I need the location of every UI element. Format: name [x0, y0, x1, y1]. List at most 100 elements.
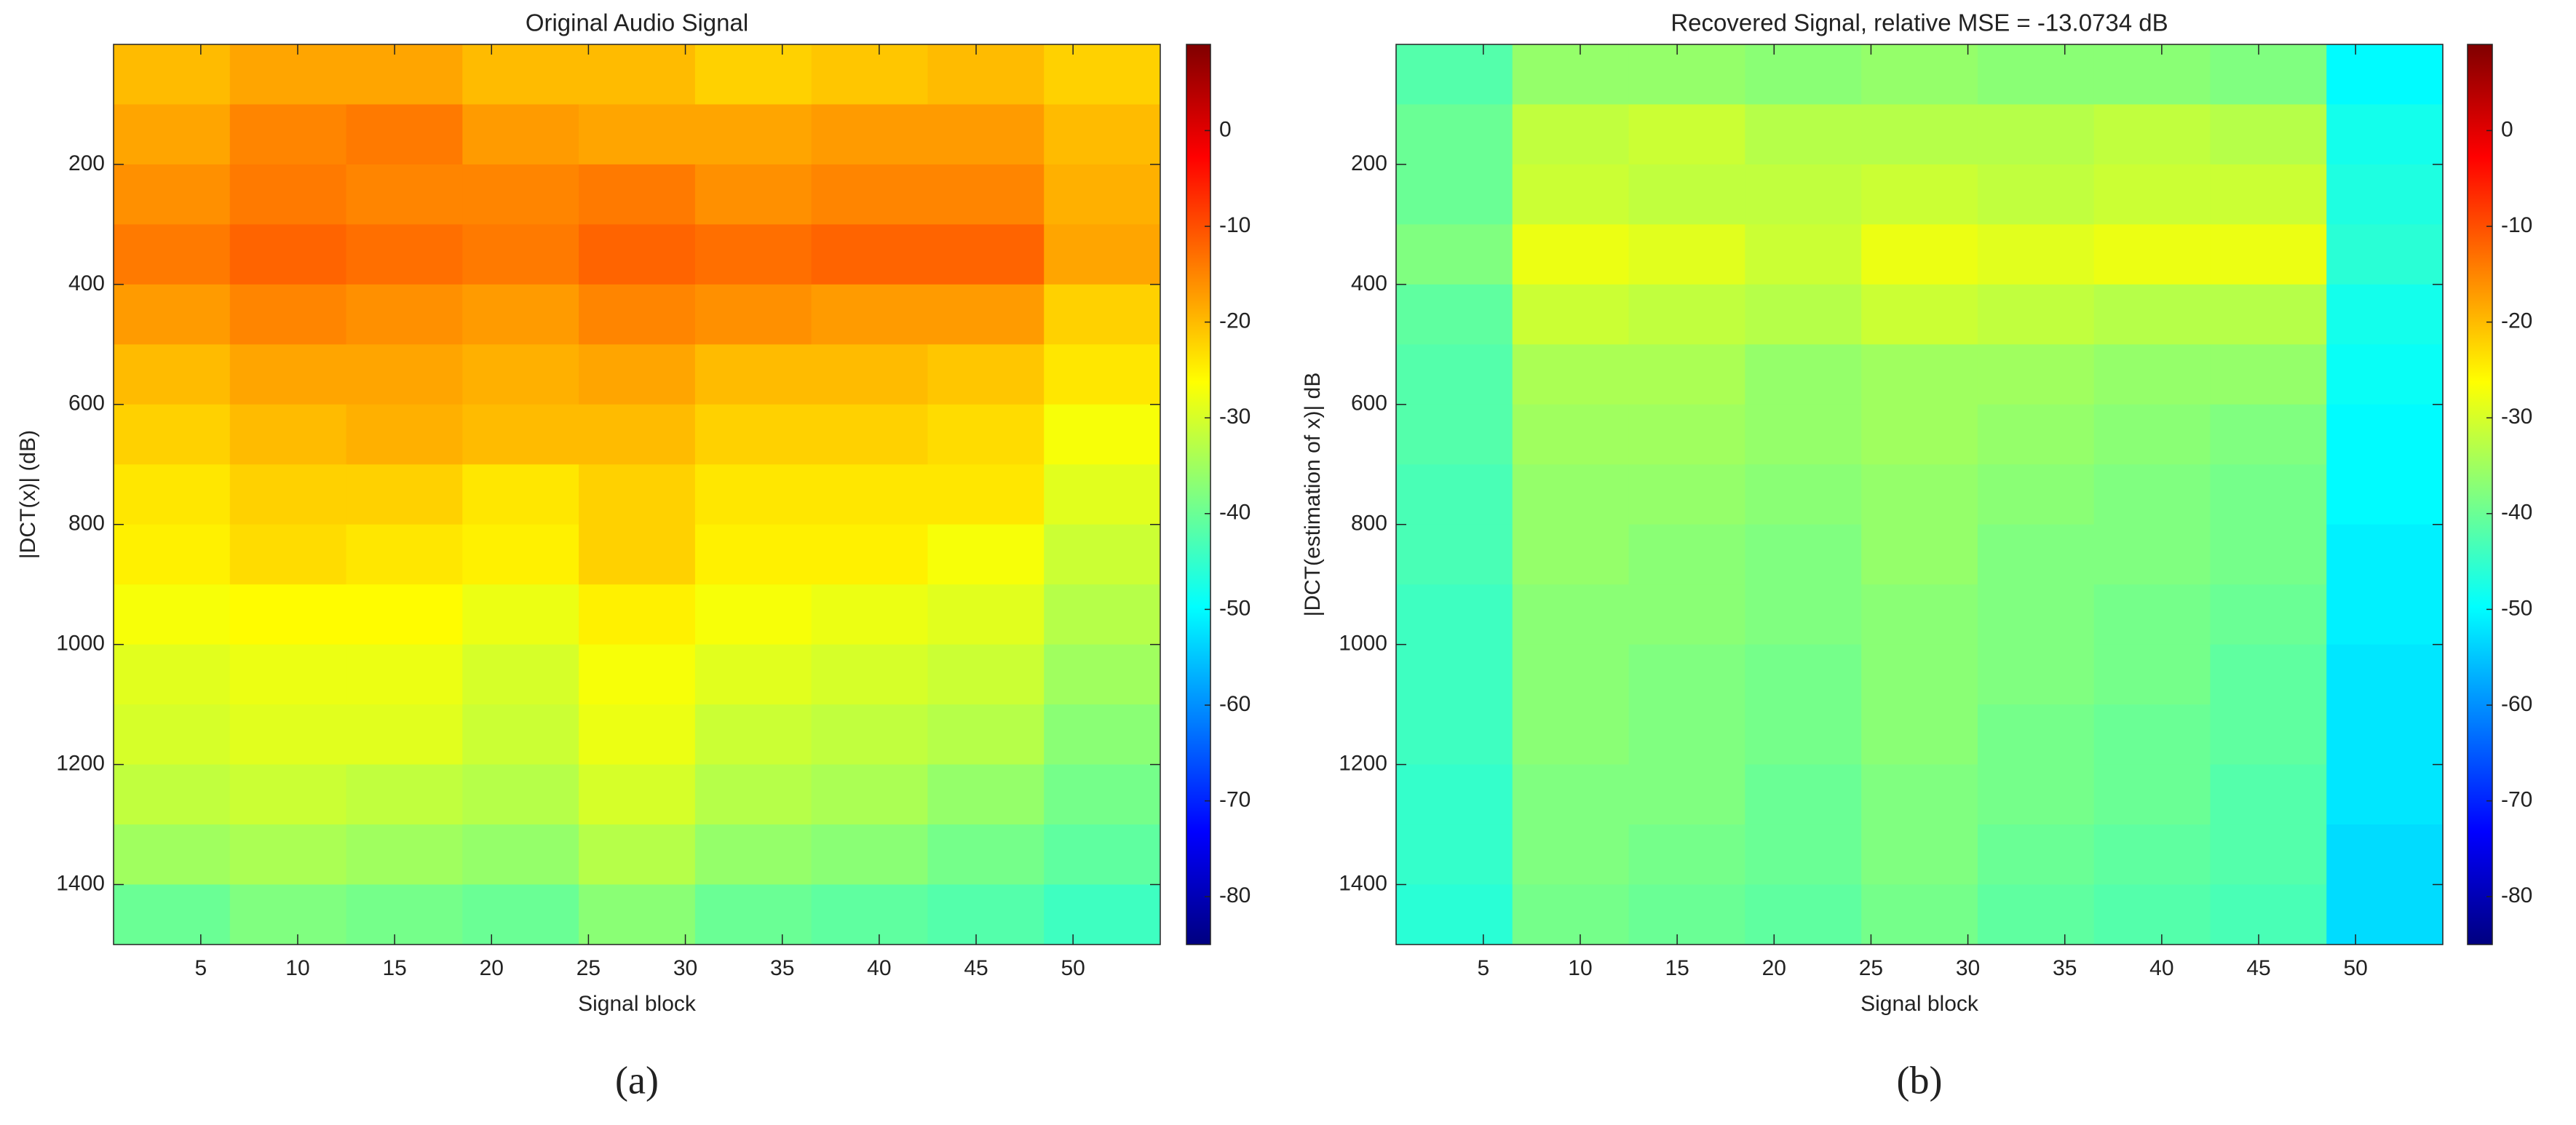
heatmap-cell [579, 44, 696, 105]
y-tick-label: 800 [1351, 512, 1387, 536]
heatmap-cell [1745, 104, 1862, 165]
heatmap-cell [114, 524, 231, 585]
heatmap-cell [1745, 584, 1862, 645]
heatmap-cell [694, 824, 812, 886]
heatmap-cell [462, 44, 579, 105]
heatmap-cell [694, 44, 812, 105]
heatmap-cell [1512, 584, 1630, 645]
heatmap-cell [1512, 704, 1630, 766]
heatmap-cell [229, 584, 347, 645]
y-tick-label: 400 [1351, 271, 1387, 295]
heatmap-cell [1745, 284, 1862, 345]
heatmap-cell [114, 824, 231, 886]
heatmap-cell [346, 404, 463, 465]
heatmap-cell [927, 644, 1045, 705]
heatmap-cell [462, 284, 579, 345]
heatmap-cell [811, 704, 928, 766]
heatmap-cell [2093, 164, 2211, 225]
heatmap-cell [811, 644, 928, 705]
colorbar-tick-label: 0 [2501, 117, 2513, 141]
heatmap-cell [1512, 884, 1630, 945]
heatmap-cell [2210, 644, 2327, 705]
heatmap-cell [694, 344, 812, 405]
axes-frame [113, 44, 1161, 945]
heatmap-cell [1044, 404, 1161, 465]
heatmap-cell [462, 824, 579, 886]
heatmap-cell [1628, 104, 1745, 165]
heatmap-cell [2326, 524, 2444, 585]
heatmap-cell [462, 524, 579, 585]
heatmap-cell [462, 404, 579, 465]
caption: (a) [615, 1058, 659, 1102]
heatmap-cell [579, 284, 696, 345]
heatmap-cell [579, 344, 696, 405]
x-tick-label: 45 [2246, 956, 2270, 980]
heatmap-cell [927, 464, 1045, 525]
heatmap-cell [1861, 764, 1978, 825]
heatmap-cell [1044, 644, 1161, 705]
heatmap-cell [1044, 884, 1161, 945]
heatmap-cell [694, 764, 812, 825]
heatmap-cell [1044, 704, 1161, 766]
heatmap-cell [1861, 164, 1978, 225]
heatmap-cell [811, 884, 928, 945]
heatmap-cell [1044, 344, 1161, 405]
x-tick-label: 50 [2343, 956, 2367, 980]
heatmap-cell [114, 704, 231, 766]
heatmap-cell [2326, 824, 2444, 886]
colorbar-tick-label: -80 [2501, 883, 2532, 907]
x-tick-label: 10 [1568, 956, 1592, 980]
heatmap-cell [2210, 704, 2327, 766]
heatmap-cell [1861, 884, 1978, 945]
heatmap-cell [2093, 824, 2211, 886]
heatmap-cell [2210, 44, 2327, 105]
heatmap-cell [694, 284, 812, 345]
heatmap-cell [1745, 764, 1862, 825]
heatmap-cell [1396, 284, 1513, 345]
heatmap-cell [2093, 464, 2211, 525]
heatmap-cell [1628, 404, 1745, 465]
heatmap-cell [579, 824, 696, 886]
heatmap-cell [1512, 404, 1630, 465]
heatmap-cell [1745, 884, 1862, 945]
heatmap-cell [229, 344, 347, 405]
heatmap-cell [1977, 824, 2095, 886]
y-tick-label: 600 [68, 391, 105, 416]
heatmap-cell [579, 644, 696, 705]
heatmap-cell [346, 224, 463, 285]
heatmap-cell [462, 644, 579, 705]
colorbar-tick-label: -60 [2501, 692, 2532, 716]
x-tick-label: 20 [1762, 956, 1786, 980]
heatmap-cell [114, 764, 231, 825]
heatmap-cell [927, 824, 1045, 886]
colorbar-tick-label: -40 [1219, 501, 1251, 525]
heatmap-cell [1628, 224, 1745, 285]
heatmap-cell [229, 704, 347, 766]
heatmap-cell [1977, 764, 2095, 825]
heatmap-cell [1396, 704, 1513, 766]
heatmap-cell [1977, 524, 2095, 585]
heatmap-cell [1512, 284, 1630, 345]
heatmap-cell [462, 344, 579, 405]
heatmap-cell [346, 644, 463, 705]
chart-title: Recovered Signal, relative MSE = -13.073… [1671, 9, 2168, 36]
heatmap-cell [2326, 404, 2444, 465]
heatmap-cell [694, 404, 812, 465]
heatmap-cell [1745, 824, 1862, 886]
heatmap-cell [579, 404, 696, 465]
heatmap-cell [1396, 44, 1513, 105]
heatmap-cell [2093, 644, 2211, 705]
colorbar-tick-label: -50 [2501, 596, 2532, 620]
heatmap-cell [2326, 284, 2444, 345]
heatmap-cell [1861, 824, 1978, 886]
heatmap-cell [1745, 524, 1862, 585]
heatmap-cell [229, 404, 347, 465]
heatmap-cell [1628, 344, 1745, 405]
heatmap-cell [2210, 164, 2327, 225]
heatmap-cell [2093, 404, 2211, 465]
heatmap-cell [1745, 224, 1862, 285]
x-tick-label: 20 [480, 956, 504, 980]
heatmap-cell [1044, 104, 1161, 165]
heatmap-cell [2210, 584, 2327, 645]
